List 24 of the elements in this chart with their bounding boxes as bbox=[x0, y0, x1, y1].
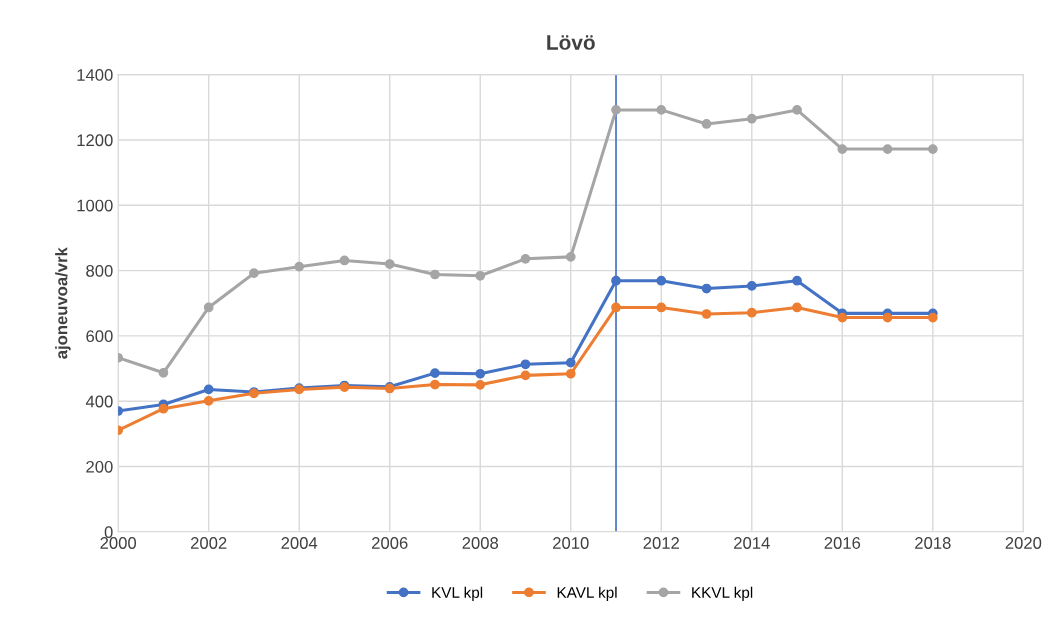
x-tick-label: 2006 bbox=[372, 537, 408, 549]
legend-label: KAVL kpl bbox=[557, 586, 617, 601]
x-tick-label: 2012 bbox=[643, 537, 679, 549]
x-tick-label: 2000 bbox=[100, 537, 137, 549]
y-tick-label: 1200 bbox=[77, 134, 113, 147]
x-tick-label: 2010 bbox=[553, 537, 589, 549]
y-tick-label: 1400 bbox=[77, 69, 113, 81]
x-tick-label: 2002 bbox=[190, 537, 227, 549]
x-tick-label: 2008 bbox=[462, 537, 499, 549]
y-tick-label: 400 bbox=[85, 395, 113, 408]
legend-label: KKVL kpl bbox=[692, 586, 753, 601]
y-tick-label: 0 bbox=[104, 526, 113, 539]
x-tick-label: 2014 bbox=[734, 537, 770, 549]
y-tick-label: 1000 bbox=[77, 199, 113, 212]
x-tick-label: 2020 bbox=[1005, 537, 1042, 549]
y-axis-title: ajoneuvoa/vrk bbox=[55, 247, 71, 359]
x-tick-label: 2018 bbox=[915, 537, 951, 549]
y-tick-label: 200 bbox=[86, 460, 113, 473]
y-tick-label: 600 bbox=[86, 330, 113, 343]
legend-label: KVL kpl bbox=[432, 586, 483, 601]
y-tick-label: 800 bbox=[86, 264, 113, 277]
x-tick-label: 2016 bbox=[824, 537, 861, 549]
chart-title: Lövö bbox=[547, 35, 595, 50]
x-tick-label: 2004 bbox=[281, 537, 318, 549]
